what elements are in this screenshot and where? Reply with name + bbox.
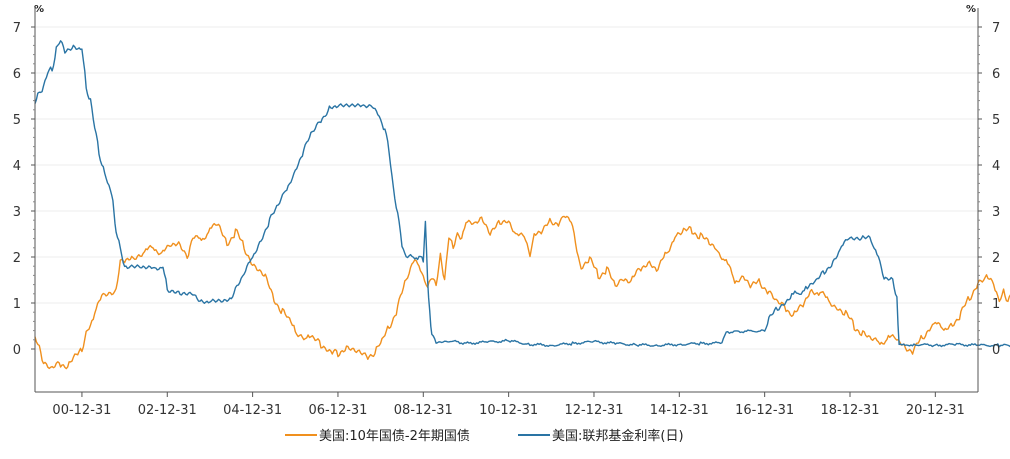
x-tick-label: 14-12-31 xyxy=(650,403,709,418)
right-y-tick-label: 2 xyxy=(992,251,1000,266)
left-y-tick-label: 3 xyxy=(13,205,21,220)
series-line xyxy=(34,40,1010,348)
x-tick-label: 00-12-31 xyxy=(52,403,111,418)
left-y-tick-label: 2 xyxy=(13,251,21,266)
series-lines xyxy=(34,40,1010,370)
x-tick-label: 06-12-31 xyxy=(308,403,367,418)
legend-label: 美国:10年国债-2年期国债 xyxy=(319,429,470,444)
right-y-tick-label: 3 xyxy=(992,205,1000,220)
x-tick-label: 16-12-31 xyxy=(735,403,794,418)
left-y-tick-label: 6 xyxy=(13,67,21,82)
left-y-tick-label: 5 xyxy=(13,113,21,128)
x-tick-label: 02-12-31 xyxy=(138,403,197,418)
right-y-tick-label: 5 xyxy=(992,113,1000,128)
axes: % % 0 0 1 1 2 2 3 3 4 4 5 5 6 6 7 7 00-12-31 02-12-31 04-1… xyxy=(13,4,1001,418)
legend-label: 美国:联邦基金利率(日) xyxy=(552,428,684,444)
right-y-tick-label: 6 xyxy=(992,67,1000,82)
right-y-tick-label: 0 xyxy=(992,343,1000,358)
right-unit-label: % xyxy=(966,4,976,15)
right-y-tick-label: 4 xyxy=(992,159,1000,174)
left-y-tick-label: 4 xyxy=(13,159,21,174)
left-unit-label: % xyxy=(34,4,44,15)
right-y-tick-label: 7 xyxy=(992,21,1000,36)
legend: 美国:10年国债-2年期国债 美国:联邦基金利率(日) xyxy=(285,428,684,444)
left-y-tick-label: 0 xyxy=(13,343,21,358)
left-y-tick-label: 1 xyxy=(13,297,21,312)
series-line xyxy=(34,215,1010,370)
grid-lines xyxy=(35,26,978,350)
x-tick-label: 04-12-31 xyxy=(223,403,282,418)
x-tick-label: 10-12-31 xyxy=(479,403,538,418)
x-tick-label: 12-12-31 xyxy=(564,403,623,418)
x-tick-label: 20-12-31 xyxy=(906,403,965,418)
x-tick-label: 18-12-31 xyxy=(820,403,879,418)
x-tick-label: 08-12-31 xyxy=(394,403,453,418)
right-y-tick-label: 1 xyxy=(992,297,1000,312)
left-y-tick-label: 7 xyxy=(13,21,21,36)
